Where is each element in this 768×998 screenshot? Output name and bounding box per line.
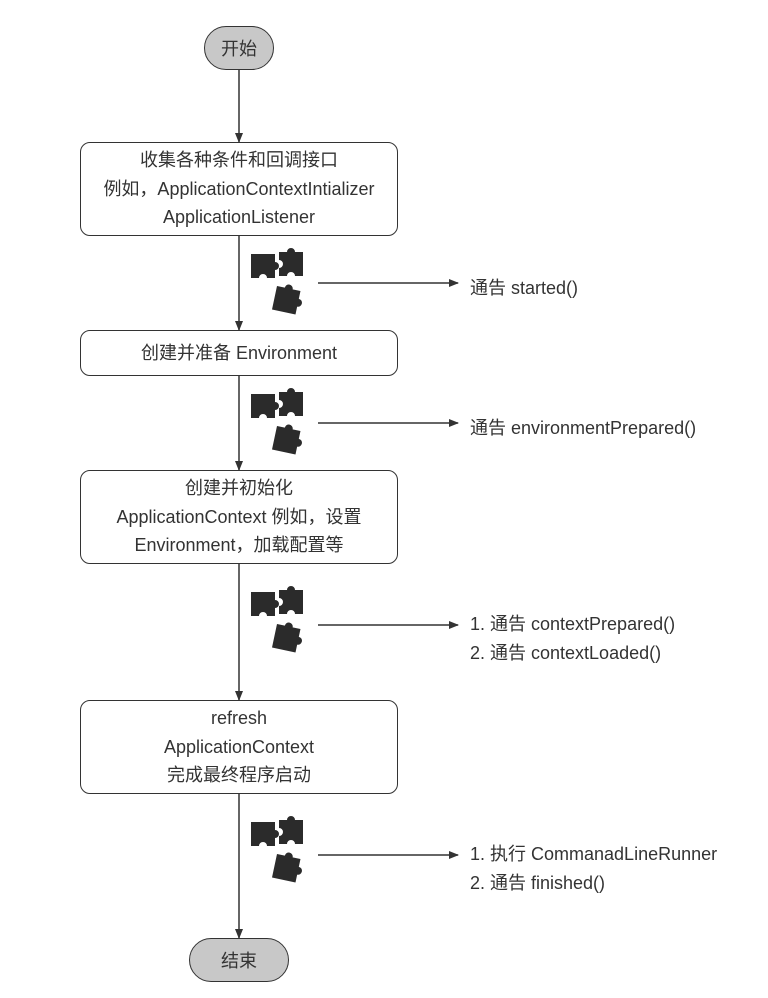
annotation-line: 1. 执行 CommanadLineRunner — [470, 840, 717, 869]
step-line: refresh — [211, 704, 267, 733]
annotation-line: 2. 通告 contextLoaded() — [470, 639, 675, 668]
step-line: ApplicationContext 例如，设置 — [116, 503, 361, 532]
step-line: Environment，加载配置等 — [134, 531, 343, 560]
terminator-end: 结束 — [189, 938, 289, 982]
puzzle-icon — [247, 388, 317, 458]
annotation-line: 2. 通告 finished() — [470, 869, 717, 898]
annotation-a1: 通告 started() — [470, 274, 578, 303]
annotation-line: 1. 通告 contextPrepared() — [470, 610, 675, 639]
step-line: 例如，ApplicationContextIntializer — [103, 175, 374, 204]
step-step4: refreshApplicationContext完成最终程序启动 — [80, 700, 398, 794]
annotation-line: 通告 environmentPrepared() — [470, 414, 696, 443]
puzzle-icon — [247, 248, 317, 318]
flowchart-canvas: 开始 结束 收集各种条件和回调接口例如，ApplicationContextIn… — [0, 0, 768, 998]
terminator-start: 开始 — [204, 26, 274, 70]
step-line: ApplicationContext — [164, 733, 314, 762]
step-line: 创建并初始化 — [185, 474, 293, 503]
terminator-end-label: 结束 — [221, 947, 257, 973]
step-step1: 收集各种条件和回调接口例如，ApplicationContextIntializ… — [80, 142, 398, 236]
step-line: ApplicationListener — [163, 203, 315, 232]
puzzle-icon — [247, 586, 317, 656]
annotation-a4: 1. 执行 CommanadLineRunner2. 通告 finished() — [470, 840, 717, 898]
step-line: 收集各种条件和回调接口 — [140, 146, 338, 175]
annotation-line: 通告 started() — [470, 274, 578, 303]
step-step2: 创建并准备 Environment — [80, 330, 398, 376]
terminator-start-label: 开始 — [221, 35, 257, 61]
annotation-a3: 1. 通告 contextPrepared()2. 通告 contextLoad… — [470, 610, 675, 668]
step-line: 完成最终程序启动 — [167, 761, 311, 790]
puzzle-icon — [247, 816, 317, 886]
annotation-a2: 通告 environmentPrepared() — [470, 414, 696, 443]
step-line: 创建并准备 Environment — [141, 339, 337, 368]
step-step3: 创建并初始化ApplicationContext 例如，设置Environmen… — [80, 470, 398, 564]
